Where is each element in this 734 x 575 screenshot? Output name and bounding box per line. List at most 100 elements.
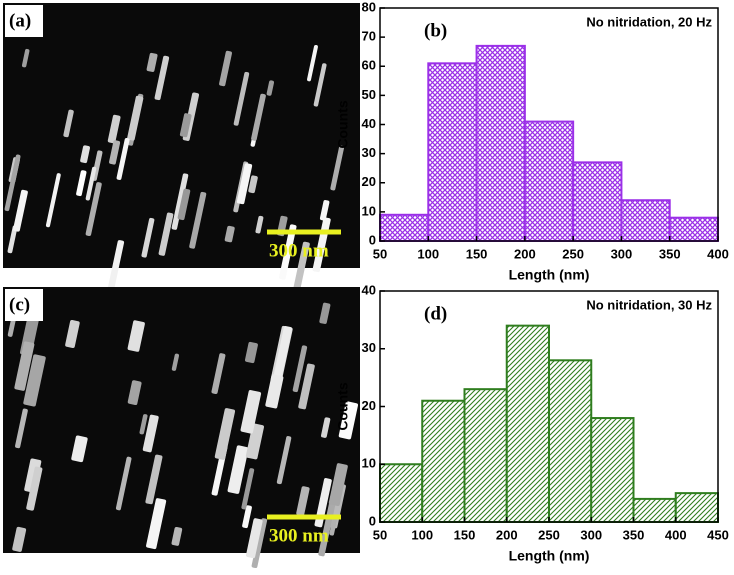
- nanowire: [279, 224, 297, 280]
- nanowire: [142, 414, 159, 453]
- histogram-bar: [427, 62, 478, 243]
- y-tick-label: 50: [362, 87, 376, 102]
- x-tick-label: 100: [411, 527, 433, 542]
- nanowire: [224, 225, 235, 243]
- nanowire: [63, 109, 74, 138]
- nanowire: [189, 191, 207, 249]
- nanowire: [85, 182, 102, 237]
- x-tick-label: 50: [373, 246, 387, 261]
- nanowire: [26, 466, 43, 511]
- nanowire: [4, 154, 21, 212]
- nanowire: [21, 48, 30, 68]
- nanowire: [211, 353, 226, 395]
- nanowire: [139, 414, 148, 435]
- histogram-bar: [572, 161, 623, 242]
- nanowire: [240, 390, 262, 434]
- scale-bar-label: 300 nm: [269, 525, 329, 546]
- nanowire: [171, 526, 183, 546]
- nanowire: [80, 145, 90, 164]
- nanowire: [241, 468, 255, 510]
- x-tick-label: 50: [373, 527, 387, 542]
- y-tick-label: 70: [362, 29, 376, 44]
- nanowire: [105, 240, 125, 300]
- nanowire: [179, 113, 192, 138]
- y-axis-title: Counts: [335, 100, 351, 148]
- nanowire: [146, 498, 167, 550]
- nanowire: [127, 95, 144, 141]
- nanowire: [171, 353, 180, 371]
- histogram-bar: [421, 399, 466, 524]
- nanowire: [109, 140, 121, 165]
- histogram-bar: [379, 213, 430, 243]
- nanowire: [242, 505, 252, 529]
- y-tick-label: 20: [362, 174, 376, 189]
- nanowire: [318, 498, 337, 557]
- sem-image: [3, 287, 360, 553]
- nanowire: [85, 166, 97, 201]
- nanowire: [330, 145, 345, 191]
- nanowire: [321, 417, 331, 438]
- y-tick-label: 10: [362, 456, 376, 471]
- y-tick-label: 60: [362, 58, 376, 73]
- histogram-bar: [523, 120, 575, 242]
- nanowire: [313, 63, 327, 107]
- nanowire: [115, 456, 132, 511]
- scale-bar-label: 300 nm: [269, 240, 329, 261]
- x-tick-label: 200: [496, 527, 518, 542]
- nanowire: [177, 188, 191, 221]
- panel-label: (d): [424, 303, 447, 324]
- nanowire: [245, 423, 264, 460]
- histogram-bar: [505, 324, 550, 523]
- nanowire: [127, 380, 142, 406]
- histogram-bar: [620, 199, 671, 243]
- x-axis-title: Length (nm): [509, 267, 590, 283]
- x-tick-label: 350: [623, 527, 645, 542]
- y-tick-label: 0: [369, 232, 376, 247]
- nanowire: [141, 217, 155, 258]
- x-tick-label: 200: [514, 246, 536, 261]
- nanowire: [65, 320, 80, 348]
- x-tick-label: 400: [707, 246, 729, 261]
- nanowire: [248, 175, 258, 194]
- histogram-bar: [674, 492, 719, 523]
- nanowire: [7, 225, 18, 254]
- y-tick-label: 80: [362, 0, 376, 14]
- histogram-bar: [463, 388, 508, 523]
- nanowire: [255, 215, 264, 234]
- nanowire: [296, 486, 310, 516]
- nanowire: [319, 302, 331, 324]
- nanowire: [171, 173, 189, 230]
- y-axis-title: Counts: [335, 382, 351, 430]
- nanowire: [338, 401, 359, 440]
- annotation: No nitridation, 20 Hz: [586, 14, 712, 29]
- nanowire: [328, 463, 348, 506]
- nanowire: [291, 241, 310, 300]
- nanowire: [116, 137, 130, 180]
- nanowire: [276, 436, 292, 485]
- x-tick-label: 300: [611, 246, 633, 261]
- nanowire: [251, 93, 266, 141]
- y-tick-label: 40: [362, 116, 376, 131]
- nanowire: [246, 518, 263, 559]
- y-tick-label: 40: [362, 282, 376, 297]
- nanowire: [12, 526, 27, 552]
- nanowire: [154, 55, 170, 101]
- panel-label: (b): [424, 20, 447, 41]
- nanowire: [107, 114, 121, 144]
- nanowire: [14, 341, 35, 391]
- nanowire: [329, 518, 337, 536]
- nanowire: [15, 408, 28, 449]
- label-box: [5, 5, 43, 37]
- x-tick-label: 150: [454, 527, 476, 542]
- nanowire: [265, 374, 284, 409]
- nanowire: [23, 354, 46, 407]
- nanowire: [76, 170, 87, 197]
- nanowire: [158, 212, 174, 256]
- nanowire: [127, 320, 145, 352]
- label-box: [5, 289, 43, 321]
- nanowire: [298, 363, 315, 410]
- x-tick-label: 450: [707, 527, 729, 542]
- nanowire: [45, 173, 61, 228]
- y-tick-label: 30: [362, 340, 376, 355]
